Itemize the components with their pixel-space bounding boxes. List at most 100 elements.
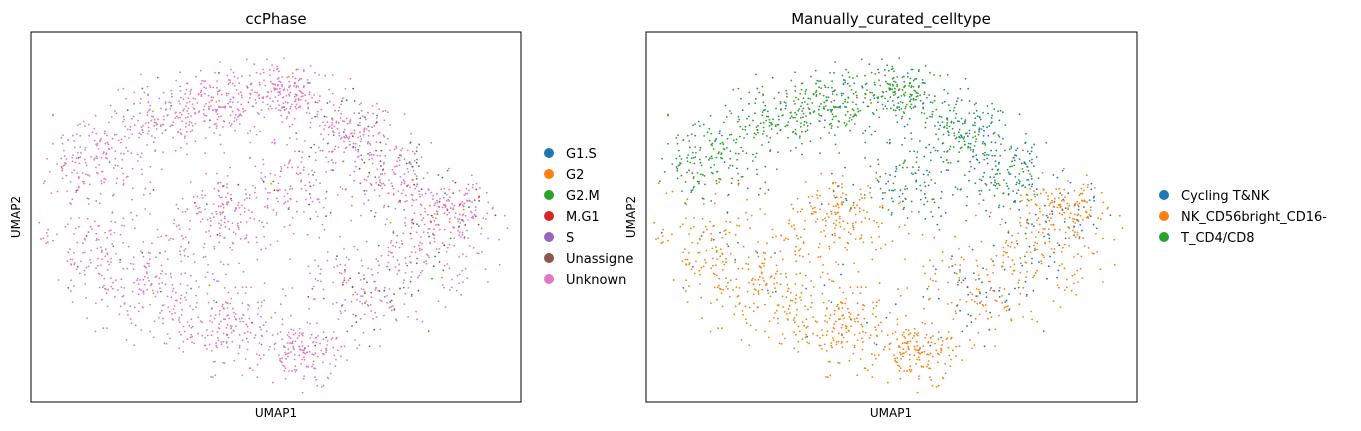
scatter-point xyxy=(122,241,124,244)
scatter-point xyxy=(715,180,718,182)
scatter-point xyxy=(883,69,886,71)
scatter-point xyxy=(737,87,740,90)
scatter-point xyxy=(925,146,927,149)
scatter-point xyxy=(295,172,298,175)
scatter-point xyxy=(896,318,899,321)
scatter-point xyxy=(415,198,418,201)
scatter-point xyxy=(764,181,767,184)
scatter-point xyxy=(220,106,222,109)
scatter-point xyxy=(1090,188,1093,191)
scatter-point xyxy=(297,106,300,109)
scatter-point xyxy=(224,301,227,303)
scatter-point xyxy=(729,221,732,224)
scatter-point xyxy=(303,166,305,169)
scatter-point xyxy=(801,153,803,156)
scatter-point xyxy=(170,89,173,92)
scatter-point xyxy=(1095,233,1097,235)
scatter-point xyxy=(694,156,697,158)
scatter-point xyxy=(205,203,208,206)
scatter-point xyxy=(387,192,390,195)
scatter-point xyxy=(281,83,283,86)
scatter-point xyxy=(931,115,933,118)
scatter-point xyxy=(729,164,732,167)
scatter-point xyxy=(748,91,751,94)
scatter-point xyxy=(316,384,319,387)
scatter-point xyxy=(998,206,1000,209)
scatter-point xyxy=(323,353,325,356)
scatter-point xyxy=(855,103,857,106)
scatter-point xyxy=(142,124,144,127)
scatter-point xyxy=(755,250,757,253)
scatter-point xyxy=(799,210,802,213)
scatter-point xyxy=(794,116,796,119)
scatter-point xyxy=(191,103,194,106)
scatter-point xyxy=(831,108,834,111)
scatter-point xyxy=(308,203,310,206)
scatter-point xyxy=(823,84,826,87)
scatter-point xyxy=(671,163,674,165)
scatter-point xyxy=(960,256,963,259)
scatter-point xyxy=(387,205,390,208)
scatter-point xyxy=(423,207,426,210)
scatter-point xyxy=(169,125,172,128)
scatter-point xyxy=(236,108,239,110)
scatter-point xyxy=(352,142,355,145)
scatter-point xyxy=(178,347,181,350)
scatter-point xyxy=(716,170,719,173)
scatter-point xyxy=(394,165,396,168)
scatter-point xyxy=(309,218,312,220)
scatter-point xyxy=(309,322,311,325)
scatter-point xyxy=(978,202,980,205)
scatter-point xyxy=(305,111,308,114)
scatter-point xyxy=(394,266,397,268)
scatter-point xyxy=(887,381,889,384)
scatter-point xyxy=(353,132,356,135)
scatter-point xyxy=(926,117,928,120)
scatter-point xyxy=(1076,214,1079,217)
scatter-point xyxy=(791,131,794,134)
scatter-point xyxy=(390,305,392,308)
scatter-point xyxy=(891,189,893,192)
scatter-point xyxy=(467,237,469,240)
scatter-point xyxy=(343,248,345,250)
scatter-point xyxy=(308,307,310,310)
scatter-point xyxy=(131,167,134,170)
scatter-point xyxy=(76,133,78,136)
scatter-point xyxy=(1064,196,1066,199)
scatter-point xyxy=(950,337,952,340)
scatter-point xyxy=(1028,183,1031,186)
scatter-point xyxy=(785,89,788,92)
scatter-point xyxy=(917,85,920,88)
scatter-point xyxy=(907,345,910,348)
scatter-point xyxy=(1049,255,1051,258)
scatter-point xyxy=(152,292,155,295)
scatter-point xyxy=(210,376,212,378)
scatter-point xyxy=(954,310,957,312)
scatter-point xyxy=(208,108,211,110)
scatter-point xyxy=(690,268,693,271)
scatter-point xyxy=(203,105,206,108)
scatter-point xyxy=(833,232,836,235)
scatter-point xyxy=(40,238,42,241)
scatter-point xyxy=(788,222,790,225)
scatter-point xyxy=(256,363,259,366)
scatter-point xyxy=(218,99,221,102)
scatter-point xyxy=(222,361,225,364)
scatter-point xyxy=(417,289,420,292)
scatter-point xyxy=(989,289,992,291)
scatter-point xyxy=(947,281,949,284)
scatter-point xyxy=(460,293,463,296)
scatter-point xyxy=(998,119,1001,122)
scatter-point xyxy=(201,194,203,196)
scatter-point xyxy=(703,135,706,137)
scatter-point xyxy=(1076,233,1079,236)
scatter-point xyxy=(325,190,328,193)
scatter-point xyxy=(231,249,234,251)
scatter-point xyxy=(391,305,394,307)
scatter-point xyxy=(908,354,911,356)
scatter-point xyxy=(194,140,197,143)
scatter-point xyxy=(194,98,197,100)
scatter-point xyxy=(771,228,774,231)
scatter-point xyxy=(974,124,976,127)
scatter-point xyxy=(187,116,189,119)
